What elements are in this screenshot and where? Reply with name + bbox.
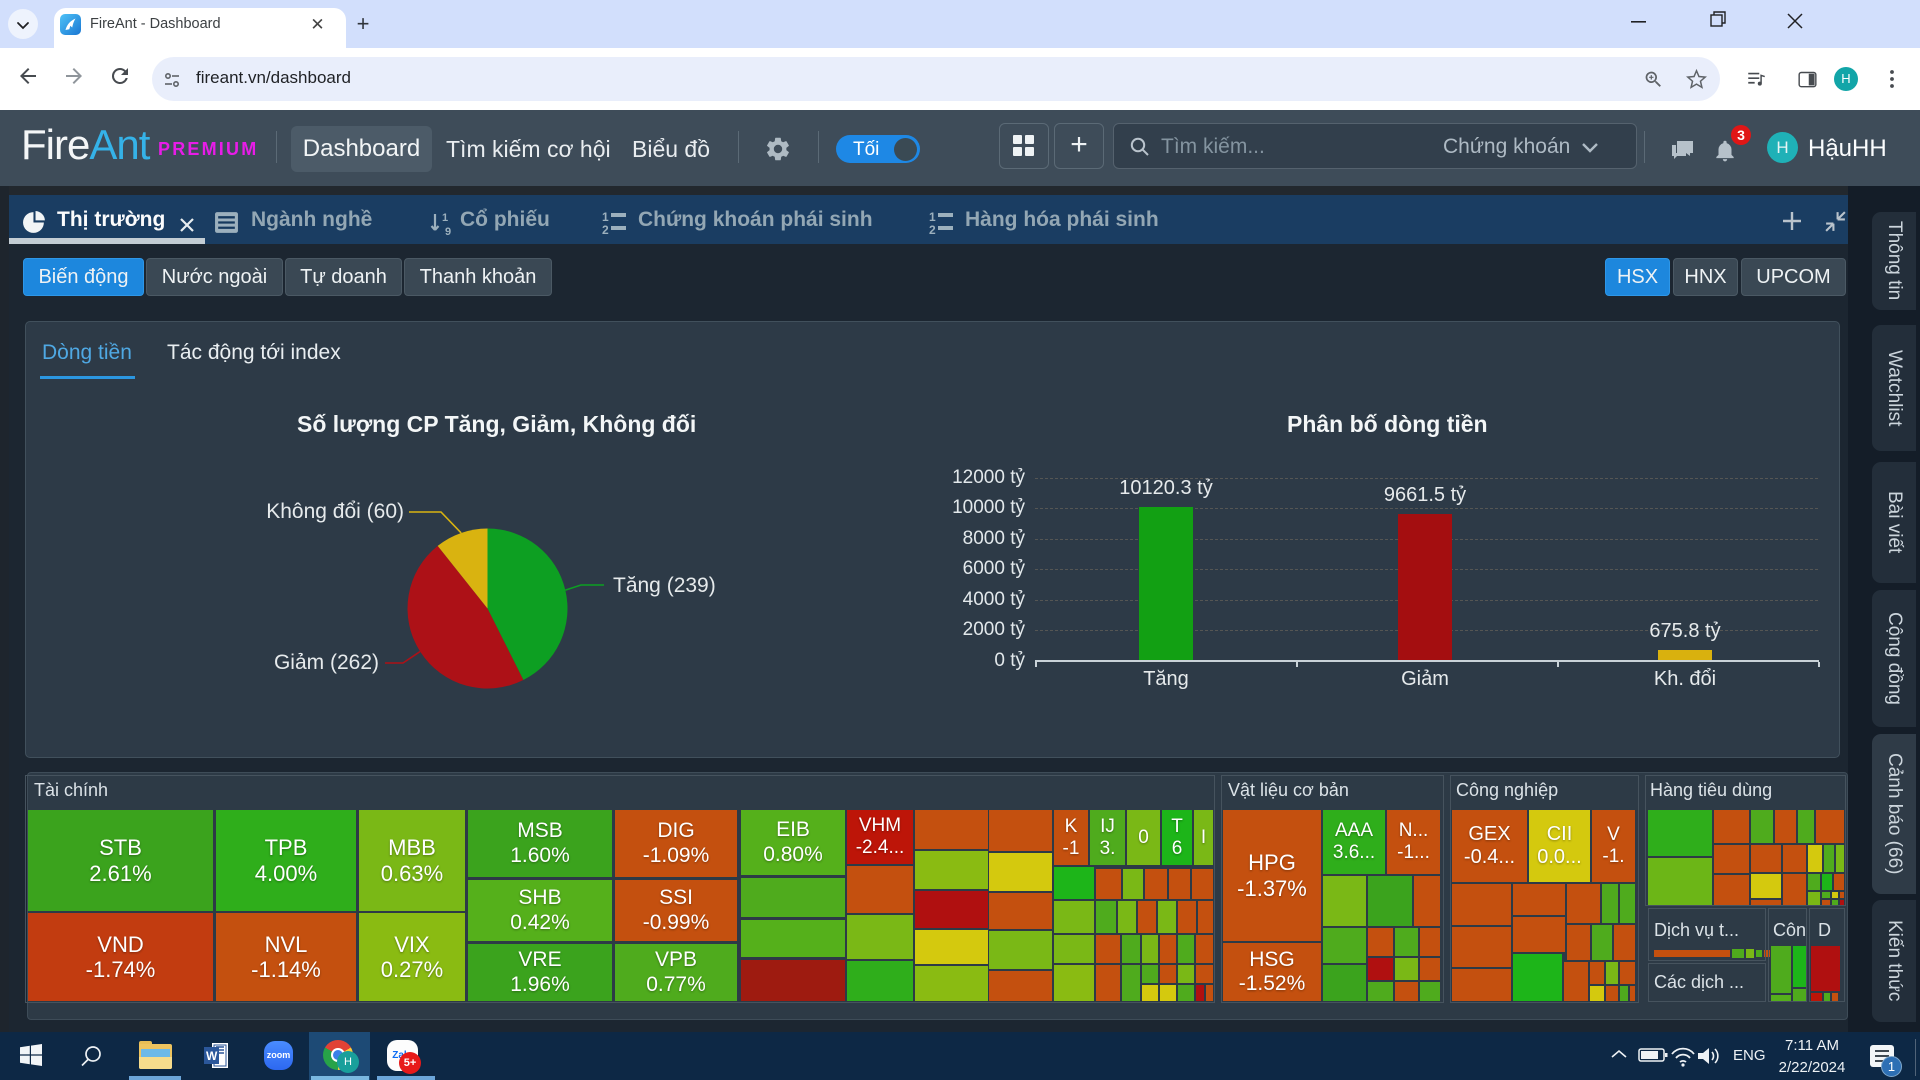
svg-text:1: 1 [442, 212, 448, 224]
svg-text:1: 1 [929, 211, 936, 224]
svg-text:2: 2 [929, 223, 936, 235]
svg-text:W: W [206, 1049, 218, 1063]
svg-text:9: 9 [445, 226, 451, 238]
svg-text:1: 1 [602, 211, 609, 224]
svg-text:2: 2 [602, 223, 609, 235]
